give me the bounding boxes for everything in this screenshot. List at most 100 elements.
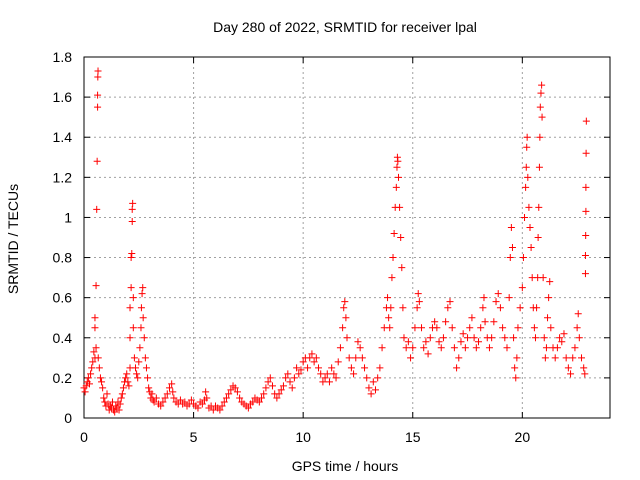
data-point [394, 157, 402, 165]
data-point [341, 298, 349, 306]
data-point [581, 252, 589, 260]
data-point [310, 358, 318, 366]
data-point [144, 374, 152, 382]
data-point [157, 402, 165, 410]
data-point [321, 374, 329, 382]
data-point [286, 378, 294, 386]
data-point [343, 334, 351, 342]
data-point [275, 390, 283, 398]
data-point [396, 203, 404, 211]
data-point [323, 370, 331, 378]
grid [84, 57, 610, 418]
data-point [81, 388, 89, 396]
data-point [506, 254, 514, 262]
y-axis-label: SRMTID / TECUs [5, 184, 21, 294]
data-point [475, 338, 482, 346]
data-point [508, 244, 516, 252]
data-point [138, 290, 146, 298]
data-point [448, 324, 456, 332]
data-point [564, 364, 572, 372]
x-tick-label: 20 [515, 429, 531, 445]
data-point [85, 380, 93, 388]
data-point [103, 390, 111, 398]
data-point [398, 264, 406, 272]
data-point [439, 334, 447, 342]
data-point [571, 344, 579, 352]
data-point [163, 390, 171, 398]
data-point [319, 378, 327, 386]
data-point [399, 304, 407, 312]
data-point [194, 404, 202, 412]
data-point [480, 294, 488, 302]
data-point [118, 390, 126, 398]
data-point [358, 354, 366, 362]
data-point [260, 390, 268, 398]
data-point [505, 294, 513, 302]
data-point [293, 364, 301, 372]
data-point [345, 354, 353, 362]
data-point [578, 354, 586, 362]
data-point [424, 350, 432, 358]
data-point [573, 324, 581, 332]
data-point [512, 374, 520, 382]
data-point [111, 408, 119, 416]
data-point [328, 364, 336, 372]
data-point [94, 103, 102, 111]
data-point [390, 229, 398, 237]
data-point [128, 250, 136, 258]
data-point [330, 370, 338, 378]
data-point [354, 338, 362, 346]
data-point [227, 386, 235, 394]
data-point [236, 394, 244, 402]
data-point [407, 354, 415, 362]
data-point [91, 314, 99, 322]
data-point [152, 394, 160, 402]
data-point [444, 304, 452, 312]
y-tick-label: 1.2 [53, 169, 73, 185]
data-point [209, 406, 217, 414]
data-point [297, 366, 305, 374]
data-point [266, 374, 274, 382]
data-point [92, 344, 100, 352]
data-point [94, 91, 102, 99]
data-point [129, 294, 137, 302]
data-point [545, 294, 553, 302]
data-point [116, 400, 124, 408]
y-tick-label: 1.6 [53, 89, 73, 105]
data-point [273, 394, 281, 402]
data-point [129, 324, 137, 332]
data-point [446, 298, 454, 306]
data-point [139, 314, 147, 322]
data-point [90, 348, 98, 356]
data-point [459, 330, 467, 338]
data-point [539, 274, 547, 282]
data-point [580, 364, 588, 372]
data-point [385, 314, 393, 322]
data-point [538, 113, 546, 121]
data-point [367, 390, 375, 398]
x-axis-label: GPS time / hours [292, 458, 399, 474]
data-point [567, 370, 575, 378]
data-point [312, 354, 320, 362]
data-point [96, 374, 104, 382]
data-point [169, 388, 177, 396]
data-point [479, 304, 487, 312]
data-point [433, 324, 441, 332]
data-point [547, 324, 555, 332]
data-point [527, 244, 535, 252]
data-point [93, 205, 101, 213]
data-point [135, 358, 143, 366]
data-point [249, 398, 257, 406]
data-point [507, 223, 515, 231]
data-point [304, 364, 312, 372]
data-point [148, 390, 156, 398]
data-point [582, 207, 590, 215]
data-point [94, 73, 102, 81]
data-point [534, 234, 542, 241]
data-point [389, 254, 397, 262]
data-point [262, 384, 270, 392]
data-point [581, 370, 589, 378]
data-point [468, 314, 476, 322]
y-tick-label: 0.6 [53, 290, 73, 306]
data-point [393, 163, 401, 171]
